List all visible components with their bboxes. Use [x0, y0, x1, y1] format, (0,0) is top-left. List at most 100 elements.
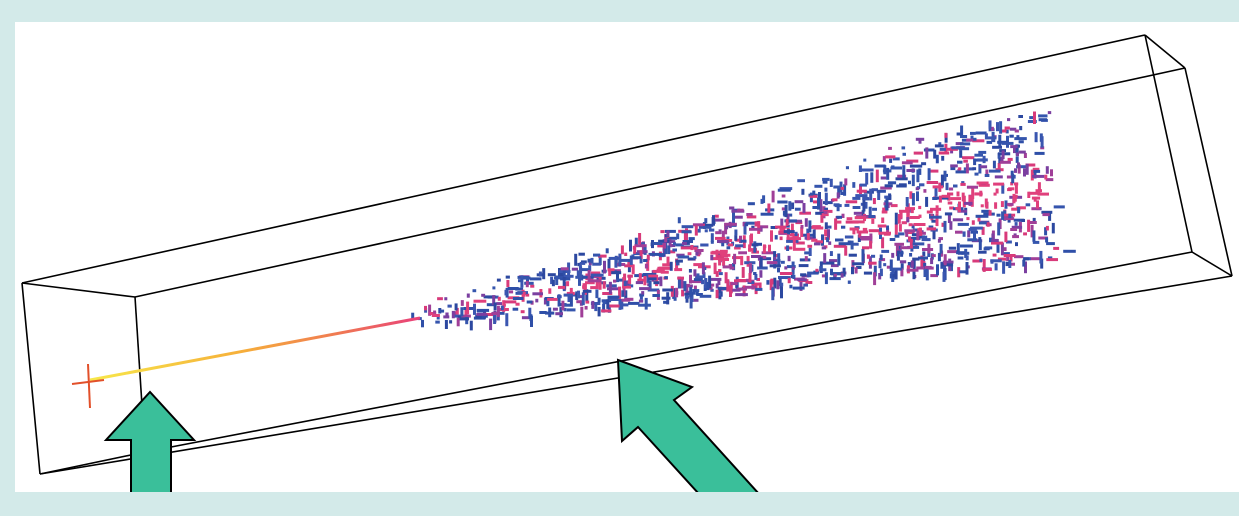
hit: [530, 277, 542, 280]
hit: [591, 274, 604, 277]
hit: [710, 252, 717, 255]
hit: [773, 257, 776, 260]
hit: [653, 281, 659, 284]
hit: [517, 291, 528, 294]
hit: [780, 283, 783, 287]
hit: [682, 242, 687, 245]
hit: [579, 265, 582, 278]
hit: [982, 268, 992, 271]
hit: [889, 159, 892, 163]
hit: [799, 264, 809, 267]
hit: [810, 193, 814, 196]
hit: [994, 202, 997, 209]
hit: [492, 286, 495, 289]
hit: [822, 178, 830, 181]
hit: [759, 270, 762, 278]
hit: [947, 250, 957, 253]
hit: [927, 211, 933, 214]
hit: [996, 122, 999, 131]
hit: [648, 277, 656, 280]
hit: [788, 278, 791, 283]
hit: [593, 254, 600, 257]
hit: [945, 212, 952, 215]
hit: [966, 262, 969, 275]
hit: [991, 242, 1003, 245]
hit: [652, 294, 660, 297]
hit: [686, 299, 689, 303]
hit: [1004, 232, 1007, 243]
hit: [676, 233, 679, 239]
hit: [1045, 237, 1048, 242]
hit: [586, 301, 590, 304]
hit: [989, 170, 1001, 173]
hit: [1004, 254, 1016, 257]
hit: [776, 280, 779, 289]
hit: [748, 244, 751, 251]
hit: [558, 286, 565, 289]
hit: [1027, 192, 1030, 198]
hit: [715, 215, 719, 218]
hit: [814, 227, 823, 230]
hit: [683, 281, 686, 291]
hit: [598, 307, 601, 317]
hit: [991, 139, 995, 142]
hit: [873, 272, 876, 285]
hit: [1002, 150, 1005, 159]
hit: [603, 281, 606, 289]
hit: [732, 289, 740, 292]
hit: [509, 290, 513, 293]
hit: [897, 251, 900, 261]
hit: [689, 269, 692, 273]
hit: [1021, 219, 1025, 222]
hit: [960, 126, 963, 136]
hit: [979, 240, 982, 250]
hit: [757, 221, 760, 234]
hit: [494, 302, 497, 310]
hit: [599, 277, 602, 290]
hit: [705, 229, 708, 232]
hit: [906, 197, 909, 207]
hit: [570, 296, 573, 306]
hit: [449, 320, 452, 323]
hit: [823, 253, 826, 263]
hit: [689, 275, 692, 284]
hit: [885, 155, 895, 158]
hit: [944, 221, 947, 233]
hit: [997, 214, 1001, 217]
hit: [919, 139, 922, 144]
hit: [505, 290, 508, 296]
hit: [693, 223, 703, 226]
hit: [880, 269, 883, 277]
hit: [725, 226, 728, 230]
hit: [1029, 116, 1033, 119]
hit: [956, 251, 965, 254]
hit: [473, 304, 476, 315]
hit: [701, 280, 704, 284]
hit: [891, 253, 894, 258]
hit: [958, 223, 969, 226]
hit: [927, 227, 937, 230]
hit: [752, 243, 759, 246]
hit: [496, 302, 502, 305]
hit: [825, 222, 828, 229]
hit: [890, 238, 896, 241]
hit: [728, 243, 733, 246]
hit: [919, 232, 922, 236]
hit: [823, 181, 828, 184]
hit: [908, 181, 911, 185]
hit: [832, 198, 837, 201]
hit: [497, 279, 501, 282]
hit: [682, 225, 694, 228]
hit: [695, 226, 698, 236]
hit: [1016, 152, 1019, 156]
hit: [1035, 132, 1038, 142]
hit: [991, 259, 994, 263]
hit: [715, 231, 721, 234]
hit: [835, 239, 844, 242]
hit: [677, 277, 684, 280]
hit: [950, 197, 961, 200]
hit: [900, 212, 903, 218]
hit: [940, 244, 943, 254]
hit: [953, 218, 963, 221]
hit: [942, 195, 949, 198]
